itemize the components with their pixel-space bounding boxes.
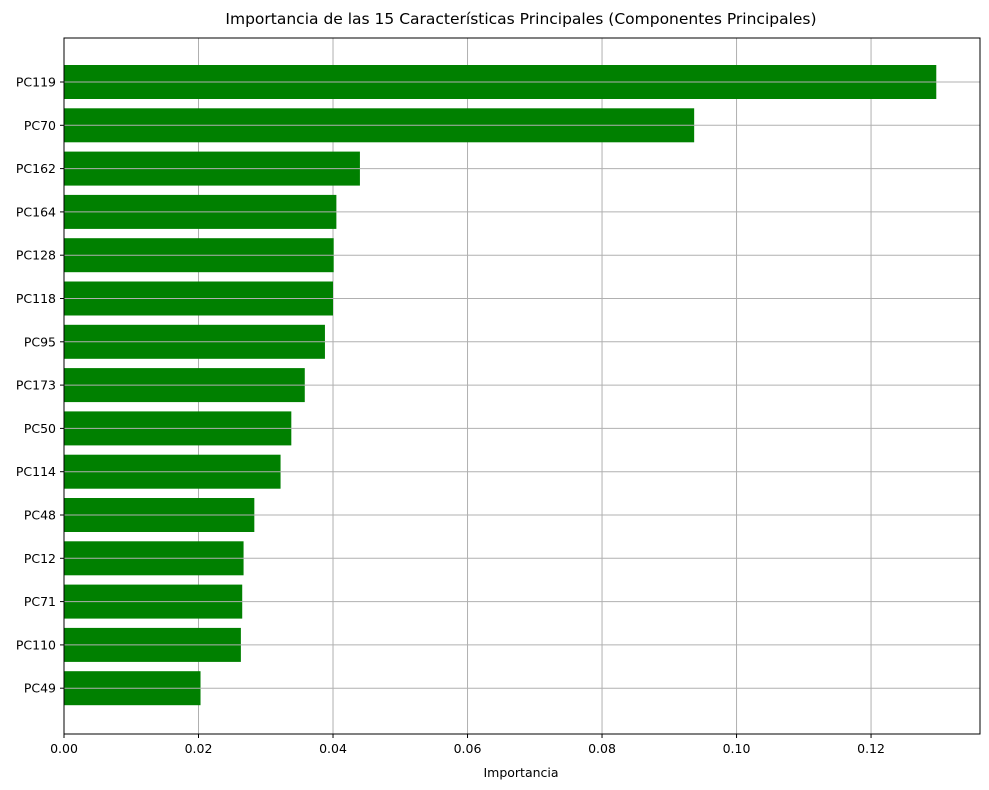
y-axis: PC119 PC70 PC162 PC164 PC128 PC118 PC95 PC173 PC… [16, 75, 64, 696]
y-tick-label: PC164 [16, 204, 56, 219]
plot-frame [63, 37, 981, 735]
y-tick-label: PC49 [24, 681, 56, 696]
y-tick-label: PC128 [16, 248, 56, 263]
x-tick-label: 0.12 [857, 741, 885, 756]
bars [64, 65, 980, 706]
chart-title: Importancia de las 15 Características Pr… [225, 10, 816, 28]
y-tick-label: PC110 [16, 637, 56, 652]
y-tick-label: PC118 [16, 291, 56, 306]
x-tick-label: 0.00 [50, 741, 78, 756]
y-tick-label: PC119 [16, 75, 56, 90]
y-tick-label: PC95 [24, 334, 56, 349]
x-tick-label: 0.02 [185, 741, 213, 756]
y-tick-label: PC173 [16, 378, 56, 393]
y-tick-label: PC114 [16, 464, 56, 479]
x-axis-label: Importancia [483, 765, 558, 780]
y-tick-label: PC71 [24, 594, 56, 609]
x-tick-label: 0.10 [723, 741, 751, 756]
y-tick-label: PC48 [24, 508, 56, 523]
y-tick-label: PC70 [24, 118, 56, 133]
x-tick-label: 0.08 [588, 741, 616, 756]
x-tick-label: 0.06 [454, 741, 482, 756]
y-tick-label: PC162 [16, 161, 56, 176]
x-axis: 0.00 0.02 0.04 0.06 0.08 0.10 0.12 [50, 734, 885, 756]
x-tick-label: 0.04 [319, 741, 347, 756]
y-tick-label: PC50 [24, 421, 56, 436]
y-tick-label: PC12 [24, 551, 56, 566]
